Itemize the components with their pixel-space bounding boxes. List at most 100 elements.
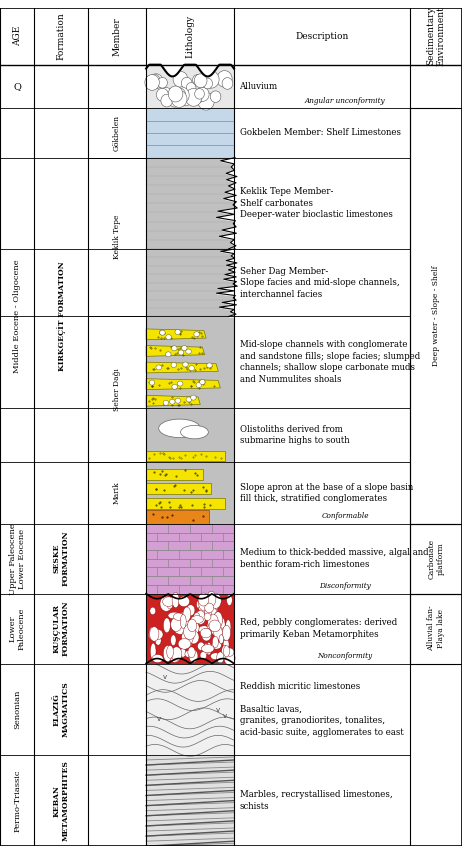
Ellipse shape — [196, 382, 201, 387]
Ellipse shape — [213, 598, 219, 609]
Ellipse shape — [178, 350, 184, 355]
Bar — [146, 755, 234, 846]
Ellipse shape — [227, 595, 232, 606]
Ellipse shape — [180, 614, 186, 629]
Ellipse shape — [150, 626, 159, 641]
Ellipse shape — [177, 381, 183, 386]
Ellipse shape — [168, 86, 183, 102]
Bar — [146, 451, 225, 460]
Ellipse shape — [204, 606, 211, 619]
Ellipse shape — [207, 363, 212, 368]
Bar — [146, 594, 234, 664]
Ellipse shape — [172, 384, 177, 389]
Ellipse shape — [182, 362, 188, 367]
Ellipse shape — [222, 77, 233, 89]
Ellipse shape — [164, 648, 173, 657]
Bar — [146, 498, 225, 509]
Ellipse shape — [145, 75, 159, 90]
Ellipse shape — [221, 645, 228, 658]
Ellipse shape — [207, 591, 216, 606]
Ellipse shape — [199, 595, 210, 611]
Text: KIRKGEÇİT FORMATION: KIRKGEÇİT FORMATION — [56, 261, 65, 371]
Bar — [0, 249, 463, 317]
Ellipse shape — [201, 628, 211, 641]
Ellipse shape — [207, 620, 218, 630]
Text: Formation: Formation — [56, 12, 65, 60]
Ellipse shape — [203, 71, 219, 89]
Ellipse shape — [189, 366, 194, 371]
Ellipse shape — [198, 92, 214, 110]
Ellipse shape — [223, 638, 229, 651]
Text: Nonconformity: Nonconformity — [318, 652, 373, 660]
Text: v: v — [216, 706, 220, 712]
Ellipse shape — [176, 614, 189, 627]
Ellipse shape — [188, 631, 199, 644]
Bar — [146, 157, 234, 249]
Ellipse shape — [163, 400, 169, 405]
Ellipse shape — [210, 91, 221, 102]
Ellipse shape — [159, 330, 165, 335]
Ellipse shape — [192, 92, 203, 104]
Ellipse shape — [191, 615, 203, 624]
Text: Reddish micritic limestones

Basaltic lavas,
granites, granodiorites, tonalites,: Reddish micritic limestones Basaltic lav… — [239, 682, 403, 737]
Ellipse shape — [167, 645, 173, 659]
Ellipse shape — [173, 88, 186, 102]
Bar — [0, 317, 463, 408]
Text: Description: Description — [295, 31, 348, 41]
Text: Deep water - Slope - Shelf: Deep water - Slope - Shelf — [432, 266, 440, 366]
Text: Disconformity: Disconformity — [319, 582, 371, 591]
Text: Q: Q — [13, 82, 21, 91]
Ellipse shape — [219, 618, 225, 633]
Ellipse shape — [205, 603, 214, 613]
Text: Marbles, recrystallised limestones,
schists: Marbles, recrystallised limestones, schi… — [239, 791, 392, 811]
Ellipse shape — [198, 593, 209, 606]
Ellipse shape — [183, 624, 196, 640]
Ellipse shape — [179, 92, 192, 106]
Text: Lower
Paleocene: Lower Paleocene — [9, 608, 26, 650]
Text: Lithology: Lithology — [185, 14, 194, 58]
Ellipse shape — [200, 652, 207, 660]
Ellipse shape — [182, 346, 187, 351]
Ellipse shape — [165, 351, 171, 357]
Ellipse shape — [207, 607, 216, 616]
Text: KUŞÇULAR
FORMATION: KUŞÇULAR FORMATION — [53, 601, 70, 656]
Ellipse shape — [172, 90, 187, 107]
Ellipse shape — [219, 635, 224, 644]
Text: SESKE
FORMATION: SESKE FORMATION — [53, 531, 70, 586]
Ellipse shape — [149, 74, 160, 86]
Text: v: v — [163, 674, 167, 680]
Bar — [0, 462, 463, 523]
Ellipse shape — [151, 629, 163, 640]
Ellipse shape — [209, 620, 221, 631]
Ellipse shape — [191, 395, 196, 400]
Ellipse shape — [192, 75, 202, 85]
Ellipse shape — [171, 635, 176, 646]
Ellipse shape — [196, 612, 201, 621]
Ellipse shape — [212, 637, 219, 648]
Ellipse shape — [203, 78, 212, 89]
Ellipse shape — [170, 399, 175, 404]
Bar — [146, 462, 234, 523]
Bar — [0, 664, 463, 755]
Ellipse shape — [201, 595, 208, 604]
Ellipse shape — [199, 604, 211, 613]
Bar — [146, 408, 234, 462]
Ellipse shape — [203, 643, 209, 654]
Ellipse shape — [186, 349, 191, 354]
Ellipse shape — [156, 365, 162, 370]
Ellipse shape — [150, 607, 155, 614]
Ellipse shape — [211, 600, 218, 617]
Bar — [0, 65, 463, 108]
Text: Medium to thick-bedded massive, algal and
benthic foram-rich limestones: Medium to thick-bedded massive, algal an… — [239, 549, 428, 569]
Text: Mid-slope channels with conglomerate
and sandstone fills; slope facies; slumped
: Mid-slope channels with conglomerate and… — [239, 340, 420, 384]
Polygon shape — [146, 363, 219, 373]
Ellipse shape — [171, 647, 182, 661]
Ellipse shape — [180, 648, 186, 657]
Polygon shape — [146, 346, 205, 357]
Ellipse shape — [160, 330, 165, 335]
Text: Carbonate
platform: Carbonate platform — [428, 539, 445, 579]
Ellipse shape — [149, 627, 155, 640]
Polygon shape — [146, 329, 206, 340]
Ellipse shape — [226, 620, 231, 635]
Ellipse shape — [195, 611, 206, 625]
